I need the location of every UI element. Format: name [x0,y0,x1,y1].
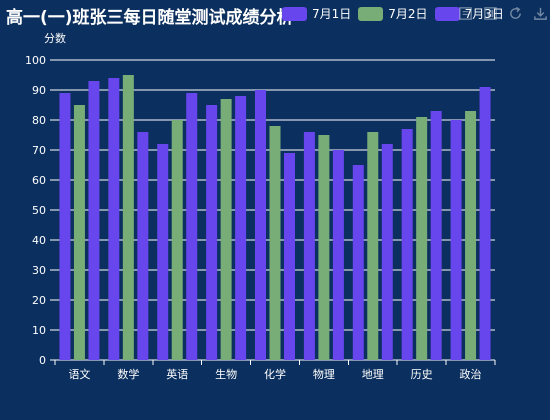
x-tick-label: 历史 [411,368,433,381]
bar [235,96,247,360]
x-tick-label: 政治 [460,367,482,381]
x-tick-label: 化学 [264,367,286,381]
magic-type-icon[interactable] [483,6,498,21]
bar [284,153,295,360]
y-tick-label: 60 [32,174,46,187]
bar [137,132,149,360]
legend-item-series-1[interactable]: 7月1日 [282,5,351,22]
bar [430,111,442,360]
bar [352,165,364,360]
legend-item-series-3[interactable]: 7月3日 [434,5,504,22]
bar [465,111,477,360]
data-view-icon[interactable] [458,6,473,21]
y-tick-label: 80 [32,114,46,127]
bar [59,93,71,360]
y-axis-label: 分数 [44,32,66,45]
x-tick-label: 地理 [362,368,384,381]
bar [73,105,85,360]
restore-icon[interactable] [508,6,523,21]
y-tick-label: 100 [25,54,46,67]
y-tick-label: 40 [32,234,46,247]
x-tick-label: 英语 [166,367,188,381]
bar [332,150,344,360]
y-tick-label: 0 [39,354,46,367]
x-tick-label: 数学 [117,367,139,381]
legend-swatch [434,6,460,21]
y-tick-label: 10 [32,324,46,337]
bar [367,132,379,360]
legend-item-series-2[interactable]: 7月2日 [358,5,428,22]
legend: 7月1日 7月2日 7月3日 [282,5,511,22]
y-tick-label: 90 [32,84,46,97]
legend-label: 7月3日 [464,7,504,21]
bar [416,117,428,360]
bar [303,132,315,360]
legend-swatch [282,6,307,21]
legend-label: 7月2日 [388,7,428,21]
y-tick-label: 50 [32,204,46,217]
bar [450,120,462,360]
bar [122,75,134,360]
bar [157,144,169,360]
y-tick-label: 70 [32,144,46,157]
x-tick-label: 生物 [215,367,237,381]
bar [220,99,232,360]
bar [206,105,218,360]
bar [171,120,183,360]
chart-title: 高一(一)班张三每日随堂测试成绩分析 [6,8,294,28]
bar [318,135,330,360]
y-tick-label: 20 [32,294,46,307]
bar [269,126,281,360]
bar [255,90,266,360]
save-as-image-icon[interactable] [533,6,548,21]
y-tick-label: 30 [32,264,46,277]
x-tick-label: 语文 [68,367,90,381]
bar [401,129,413,360]
bar [108,78,120,360]
bar [186,93,198,360]
toolbox [448,6,548,21]
x-tick-label: 物理 [313,367,335,381]
bar [381,144,393,360]
bar [88,81,100,360]
legend-label: 7月1日 [312,7,352,21]
bar [479,87,491,360]
legend-swatch [358,6,384,21]
